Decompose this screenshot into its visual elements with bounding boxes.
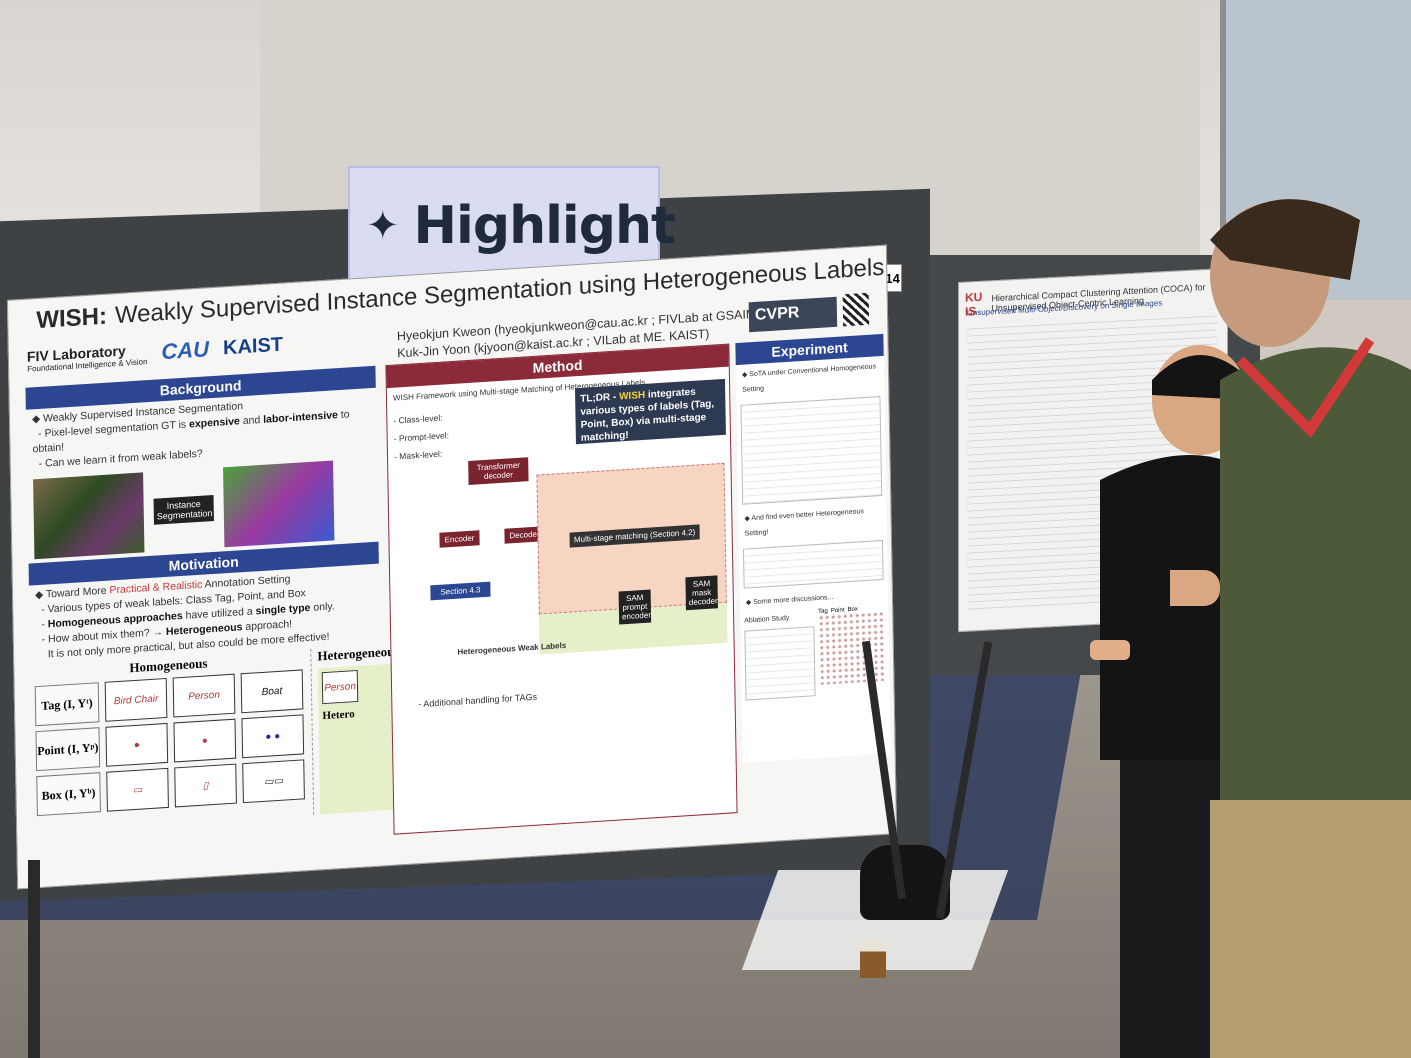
hetero-table (742, 539, 884, 589)
logo-row: FIV Laboratory Foundational Intelligence… (27, 332, 283, 374)
class-level: Class-level: (398, 412, 443, 426)
scatter-dots (818, 610, 886, 685)
point-cell: ● (105, 722, 169, 767)
sam-prompt-box: SAM prompt encoder (618, 589, 652, 625)
section43-box: Section 4.3 (430, 581, 491, 601)
tldr-box: TL;DR - WISH integrates various types of… (574, 378, 726, 445)
mot-line2-c: single type (255, 601, 311, 618)
mot-line2-d: only. (310, 600, 335, 614)
cvpr-logo: CVPR (748, 296, 838, 333)
bg-line1-b: expensive (188, 415, 240, 431)
kaist-logo: KAIST (222, 333, 284, 359)
left-column: Background ◆ Weakly Supervised Instance … (25, 365, 407, 833)
legend-point: Point (830, 607, 845, 615)
bg-line1-d: labor-intensive (263, 409, 338, 426)
instance-seg-arrow: Instance Segmentation (153, 494, 214, 525)
mask-level: Mask-level: (399, 448, 443, 462)
mot-line3-c: approach! (242, 618, 293, 634)
visitor-person (1050, 180, 1411, 1058)
additional-handling: - Additional handling for TAGs (418, 691, 538, 710)
hetero-tag-cell: Person (321, 669, 359, 705)
row-point-label: Point (I, Yᵖ) (35, 727, 101, 772)
box-cell: ▭▭ (242, 759, 305, 804)
ablation: Ablation Study (744, 609, 816, 702)
black-bag (860, 845, 950, 920)
experiment-column: Experiment ◆ SoTA under Conventional Hom… (735, 333, 891, 763)
prompt-level: Prompt-level: (398, 430, 450, 444)
legend-tag: Tag (818, 608, 828, 615)
encoder-box: Encoder (439, 530, 480, 548)
wish-poster: WISH: Weakly Supervised Instance Segment… (6, 244, 898, 890)
bg-line1-c: and (239, 413, 264, 428)
tldr-wish: WISH (618, 389, 646, 403)
label-comparison: Homogeneous Tag (I, Yᵗ) Bird Chair Perso… (30, 643, 407, 833)
box-cell: ▭ (106, 767, 169, 812)
tldr-a: TL;DR - (580, 391, 620, 405)
hetero-weak-labels: Heterogeneous Weak Labels (457, 640, 567, 657)
sota-text: SoTA under Conventional Homogeneous Sett… (742, 363, 877, 394)
better-text: And find even better Heterogeneous Setti… (744, 508, 864, 538)
stand-leg (28, 860, 40, 1058)
ablation-table (744, 626, 816, 701)
cau-logo: CAU (161, 336, 210, 365)
segmentation-result (223, 460, 335, 548)
tag-cell: Bird Chair (104, 677, 168, 722)
sota-table (740, 396, 883, 505)
tag-cell: Person (172, 673, 236, 718)
point-cell: ● (173, 718, 237, 763)
row-box-label: Box (I, Yᵇ) (36, 772, 101, 817)
transformer-decoder-box: Transformer decoder (468, 457, 529, 485)
ablation-label: Ablation Study (744, 614, 790, 625)
sparkle-icon: ✦ (366, 204, 400, 248)
box-cell: ▯ (174, 763, 237, 808)
title-prefix: WISH: (36, 302, 108, 335)
point-cell: ● ● (241, 714, 305, 759)
legend-box: Box (847, 606, 858, 614)
additional-text: Additional handling for TAGs (423, 691, 538, 709)
qr-code (842, 292, 870, 327)
highlight-label: Highlight (413, 196, 676, 256)
homogeneous-panel: Homogeneous Tag (I, Yᵗ) Bird Chair Perso… (34, 649, 305, 832)
method-column: Method WISH Framework using Multi-stage … (385, 343, 738, 835)
sam-mask-box: SAM mask decoder (685, 575, 718, 611)
more-text: Some more discussions... (753, 594, 834, 607)
horse-photo (33, 472, 145, 560)
fiv-lab-logo: FIV Laboratory Foundational Intelligence… (27, 341, 148, 373)
better-line: ◆ And find even better Heterogeneous Set… (744, 508, 864, 538)
hetero-text: Hetero (322, 708, 355, 723)
tag-cell: Boat (240, 669, 304, 714)
row-tag-label: Tag (I, Yᵗ) (34, 682, 100, 727)
coffee-cup (860, 940, 886, 978)
